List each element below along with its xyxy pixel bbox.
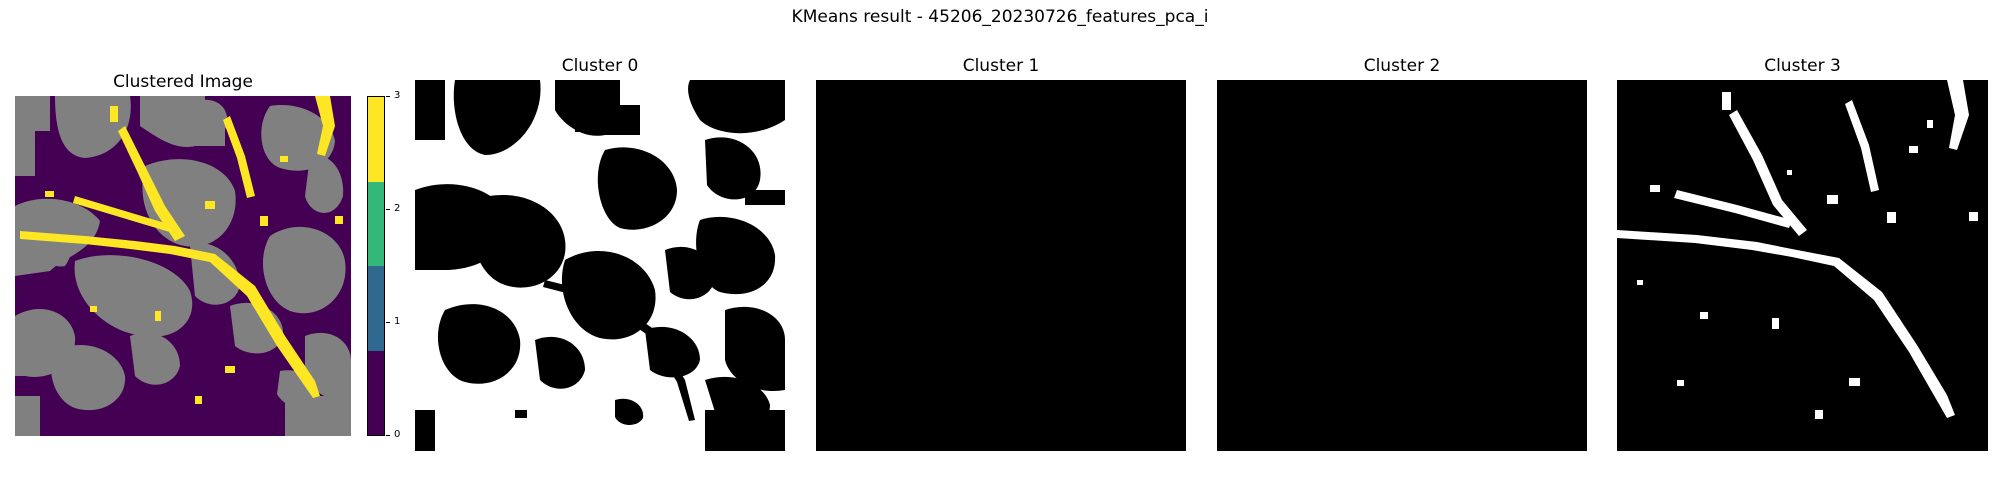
colorbar-segment-2 — [368, 181, 384, 266]
cluster-0-black-regions — [415, 80, 785, 451]
colorbar-tick-label-1: 1 — [394, 316, 401, 327]
cluster-0-mask — [415, 80, 785, 451]
cluster-1-mask — [816, 80, 1186, 451]
yellow-regions — [20, 96, 343, 404]
clustered-image-title: Clustered Image — [113, 72, 253, 92]
colorbar-segment-3 — [368, 97, 384, 182]
colorbar-tick-0 — [386, 435, 390, 436]
colorbar-tick-1 — [386, 322, 390, 323]
colorbar-tick-2 — [386, 209, 390, 210]
cluster-3-white-regions — [1617, 80, 1978, 419]
cluster-1-title: Cluster 1 — [962, 56, 1040, 76]
colorbar-tick-label-0: 0 — [394, 429, 401, 440]
cluster-2-mask — [1217, 80, 1587, 451]
colorbar-segment-1 — [368, 266, 384, 351]
cluster-3-mask — [1617, 80, 1988, 451]
colorbar-segment-0 — [368, 350, 384, 435]
cluster-0-title: Cluster 0 — [561, 56, 639, 76]
gray-regions — [15, 96, 351, 436]
colorbar — [367, 96, 385, 436]
figure-title: KMeans result - 45206_20230726_features_… — [791, 7, 1209, 27]
colorbar-tick-label-2: 2 — [394, 203, 401, 214]
colorbar-tick-label-3: 3 — [394, 90, 401, 101]
colorbar-tick-3 — [386, 96, 390, 97]
cluster-2-title: Cluster 2 — [1363, 56, 1441, 76]
clustered-image — [15, 96, 351, 436]
cluster-3-title: Cluster 3 — [1764, 56, 1841, 76]
